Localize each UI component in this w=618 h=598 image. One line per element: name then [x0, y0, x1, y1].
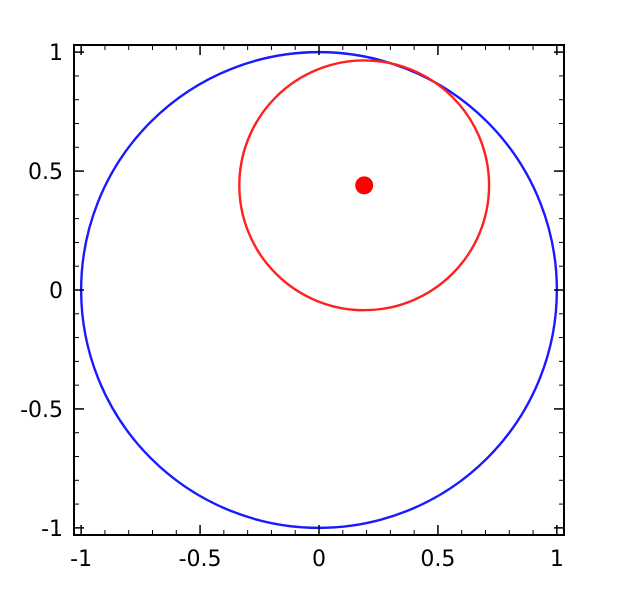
x-tick-label: 0	[312, 547, 326, 572]
x-tick-label: -1	[70, 547, 92, 572]
center-point	[355, 176, 374, 195]
circle-1	[238, 59, 491, 312]
x-tick-label: 0.5	[420, 547, 455, 572]
x-tick-label: -0.5	[179, 547, 222, 572]
y-tick-label: 0.5	[28, 160, 63, 185]
y-tick-label: 0	[49, 279, 63, 304]
y-tick-label: -0.5	[20, 398, 63, 423]
chart-ticks	[74, 45, 564, 535]
x-tick-label: 1	[550, 547, 564, 572]
y-tick-label: 1	[49, 41, 63, 66]
chart-tick-labels: -1 -0.5 0 0.5 1 1 0.5 0 -0.5 -1	[20, 41, 564, 572]
chart-marks	[79, 50, 559, 530]
plot-frame	[73, 44, 565, 536]
unit-circle	[79, 50, 559, 530]
y-tick-label: -1	[41, 517, 63, 542]
